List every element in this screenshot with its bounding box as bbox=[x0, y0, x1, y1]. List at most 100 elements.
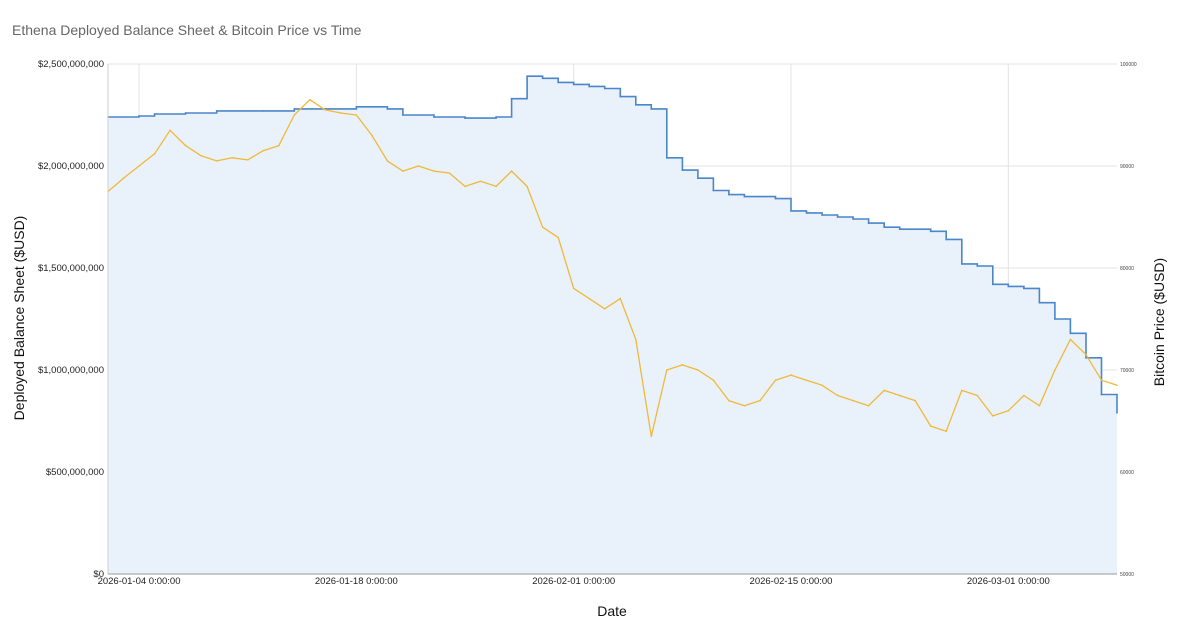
bitcoin-price-point bbox=[184, 144, 187, 147]
bitcoin-price-point bbox=[355, 114, 358, 116]
bitcoin-price-point bbox=[231, 157, 233, 159]
bitcoin-price-point bbox=[448, 172, 451, 174]
left-axis-title: Deployed Balance Sheet ($USD) bbox=[11, 216, 27, 421]
balance-sheet-point bbox=[1007, 285, 1010, 288]
bitcoin-price-point bbox=[992, 415, 994, 417]
bitcoin-price-point bbox=[1023, 394, 1025, 397]
bitcoin-price-point bbox=[743, 404, 746, 407]
bitcoin-price-point bbox=[557, 236, 559, 239]
balance-sheet-point bbox=[138, 115, 140, 117]
bitcoin-price-point bbox=[976, 394, 979, 397]
bitcoin-price-point bbox=[464, 185, 466, 188]
bitcoin-price-point bbox=[867, 404, 870, 407]
bitcoin-price-point bbox=[728, 399, 730, 402]
balance-sheet-point bbox=[945, 238, 948, 241]
bitcoin-price-point bbox=[138, 165, 140, 167]
bitcoin-price-point bbox=[774, 379, 777, 382]
balance-sheet-point bbox=[619, 95, 622, 98]
x-tick-label: 2026-02-15 0:00:00 bbox=[750, 576, 833, 587]
balance-sheet-point bbox=[960, 263, 963, 265]
right-tick-label: 70000 bbox=[1120, 368, 1134, 374]
balance-sheet-point bbox=[681, 169, 684, 171]
bitcoin-price-point bbox=[402, 170, 404, 172]
right-tick-label: 80000 bbox=[1120, 266, 1134, 272]
balance-sheet-point bbox=[1100, 393, 1103, 396]
balance-sheet-point bbox=[1085, 356, 1087, 359]
left-tick-label: $1,000,000,000 bbox=[38, 365, 104, 376]
balance-sheet-point bbox=[603, 87, 606, 90]
right-axis-title: Bitcoin Price ($USD) bbox=[1151, 258, 1167, 386]
bitcoin-price-point bbox=[417, 165, 420, 167]
balance-sheet-line bbox=[108, 75, 1118, 413]
balance-sheet-point bbox=[836, 216, 839, 218]
bitcoin-price-point bbox=[122, 177, 125, 180]
x-tick-label: 2026-01-04 0:00:00 bbox=[98, 576, 181, 587]
bitcoin-price-point bbox=[805, 379, 808, 382]
left-tick-label: $2,500,000,000 bbox=[38, 59, 104, 70]
area-layer bbox=[108, 76, 1117, 574]
bitcoin-price-point bbox=[697, 369, 699, 371]
bitcoin-price-point bbox=[650, 435, 653, 438]
bitcoin-price-point bbox=[1038, 404, 1041, 407]
balance-sheet-point bbox=[976, 265, 979, 267]
bitcoin-price-point bbox=[1069, 338, 1072, 341]
bitcoin-price-point bbox=[293, 114, 296, 116]
balance-sheet-point bbox=[355, 106, 358, 108]
balance-sheet-point bbox=[1023, 287, 1025, 290]
bitcoin-price-point bbox=[821, 384, 823, 387]
bitcoin-price-point bbox=[1007, 410, 1010, 412]
bitcoin-price-point bbox=[712, 379, 715, 382]
bitcoin-price-point bbox=[929, 425, 932, 427]
balance-sheet-point bbox=[262, 110, 265, 112]
bitcoin-price-point bbox=[246, 159, 249, 161]
balance-sheet-point bbox=[883, 226, 885, 228]
bitcoin-price-point bbox=[510, 170, 513, 172]
balance-sheet-point bbox=[184, 112, 187, 114]
left-tick-label: $0 bbox=[93, 569, 104, 580]
axis-layer: $0 $500,000,000 $1,000,000,000 $1,500,000,0… bbox=[38, 59, 1137, 587]
bitcoin-price-point bbox=[526, 185, 528, 188]
bitcoin-price-point bbox=[386, 160, 389, 162]
balance-sheet-point bbox=[634, 104, 637, 106]
left-tick-label: $1,500,000,000 bbox=[38, 263, 104, 274]
balance-sheet-point bbox=[215, 110, 218, 112]
x-tick-label: 2026-02-01 0:00:00 bbox=[532, 576, 615, 587]
bitcoin-price-point bbox=[836, 394, 839, 397]
bitcoin-price-point bbox=[153, 152, 156, 155]
right-tick-label: 100000 bbox=[1120, 62, 1137, 68]
bitcoin-price-point bbox=[169, 129, 171, 132]
right-tick-label: 90000 bbox=[1120, 164, 1134, 170]
balance-sheet-point bbox=[495, 116, 497, 118]
bitcoin-price-point bbox=[1054, 369, 1056, 371]
bitcoin-price-point bbox=[588, 297, 591, 300]
balance-sheet-point bbox=[464, 117, 466, 119]
bitcoin-price-point bbox=[433, 170, 435, 172]
balance-sheet-point bbox=[541, 77, 544, 80]
balance-sheet-point bbox=[898, 228, 901, 231]
bitcoin-price-point bbox=[852, 399, 854, 402]
balance-sheet-point bbox=[1054, 318, 1056, 320]
bitcoin-price-line bbox=[107, 99, 1118, 437]
bitcoin-price-point bbox=[790, 374, 792, 376]
balance-sheet-point bbox=[572, 83, 575, 86]
bitcoin-price-point bbox=[340, 112, 342, 114]
bitcoin-price-point bbox=[914, 399, 916, 402]
balance-sheet-point bbox=[433, 116, 435, 118]
x-tick-label: 2026-03-01 0:00:00 bbox=[967, 576, 1050, 587]
bitcoin-price-point bbox=[883, 389, 885, 392]
bitcoin-price-point bbox=[541, 226, 544, 228]
balance-sheet-point bbox=[774, 197, 777, 200]
bitcoin-price-point bbox=[898, 394, 901, 397]
balance-sheet-point bbox=[728, 193, 730, 196]
bitcoin-price-point bbox=[603, 308, 606, 310]
balance-sheet-point bbox=[1038, 301, 1041, 304]
balance-sheet-point bbox=[526, 75, 528, 78]
bitcoin-price-point bbox=[495, 185, 497, 188]
bitcoin-price-point bbox=[215, 160, 218, 162]
left-tick-label: $500,000,000 bbox=[46, 467, 104, 478]
balance-sheet-point bbox=[821, 214, 823, 216]
bitcoin-price-point bbox=[759, 399, 761, 402]
bitcoin-price-point bbox=[479, 180, 482, 183]
balance-sheet-point bbox=[697, 177, 699, 180]
balance-sheet-point bbox=[153, 113, 156, 115]
